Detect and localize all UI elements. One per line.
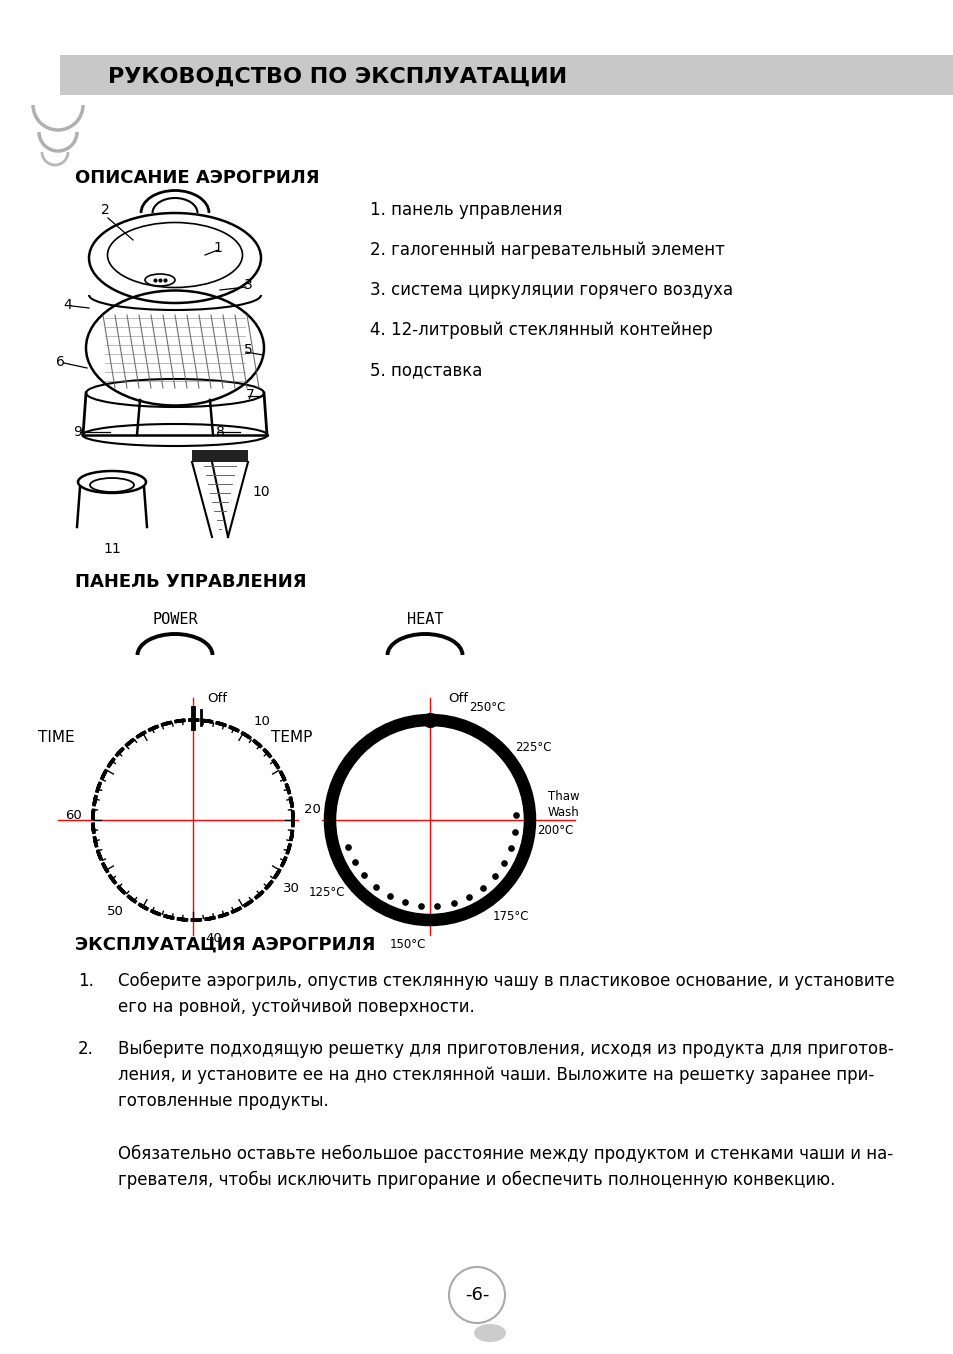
Text: 11: 11 <box>103 542 121 556</box>
Text: 200°C: 200°C <box>537 825 573 838</box>
Text: 125°C: 125°C <box>308 886 345 899</box>
Text: 1. панель управления: 1. панель управления <box>370 200 562 219</box>
Text: 4: 4 <box>64 298 72 311</box>
Text: Off: Off <box>207 692 227 704</box>
Text: 3: 3 <box>243 278 253 292</box>
Text: 9: 9 <box>73 425 82 439</box>
Text: 2.: 2. <box>78 1040 93 1057</box>
Text: 50: 50 <box>108 906 124 918</box>
Text: -6-: -6- <box>464 1286 489 1304</box>
Text: 175°C: 175°C <box>493 910 529 923</box>
Text: Выберите подходящую решетку для приготовления, исходя из продукта для приготов-
: Выберите подходящую решетку для приготов… <box>118 1040 893 1110</box>
Text: 20: 20 <box>304 803 320 816</box>
Text: 250°C: 250°C <box>469 701 505 714</box>
Text: TIME: TIME <box>38 731 75 746</box>
Text: HEAT: HEAT <box>406 612 443 627</box>
Text: 60: 60 <box>65 810 81 822</box>
Text: TEMP: TEMP <box>271 731 312 746</box>
Text: ЭКСПЛУАТАЦИЯ АЭРОГРИЛЯ: ЭКСПЛУАТАЦИЯ АЭРОГРИЛЯ <box>75 936 375 955</box>
Ellipse shape <box>474 1324 505 1342</box>
Text: 4. 12-литровый стеклянный контейнер: 4. 12-литровый стеклянный контейнер <box>370 321 712 338</box>
Text: 6: 6 <box>55 355 65 370</box>
Bar <box>192 450 248 462</box>
Text: Off: Off <box>448 692 468 704</box>
Text: Thaw
Wash: Thaw Wash <box>547 791 579 819</box>
Text: Соберите аэрогриль, опустив стеклянную чашу в пластиковое основание, и установит: Соберите аэрогриль, опустив стеклянную ч… <box>118 972 894 1016</box>
Text: 1.: 1. <box>78 972 93 990</box>
Text: ОПИСАНИЕ АЭРОГРИЛЯ: ОПИСАНИЕ АЭРОГРИЛЯ <box>75 169 319 187</box>
Text: 225°C: 225°C <box>515 741 551 754</box>
Text: 10: 10 <box>252 485 270 500</box>
Text: 1: 1 <box>213 241 222 255</box>
Text: 5: 5 <box>243 343 253 357</box>
Text: РУКОВОДСТВО ПО ЭКСПЛУАТАЦИИ: РУКОВОДСТВО ПО ЭКСПЛУАТАЦИИ <box>108 66 566 87</box>
Text: 7: 7 <box>245 389 254 402</box>
Text: 40: 40 <box>205 932 222 945</box>
Text: 30: 30 <box>282 883 299 895</box>
Bar <box>60 56 953 95</box>
Text: 8: 8 <box>215 425 224 439</box>
Text: 3. система циркуляции горячего воздуха: 3. система циркуляции горячего воздуха <box>370 282 732 299</box>
Text: 150°C: 150°C <box>390 937 426 951</box>
Text: 2. галогенный нагревательный элемент: 2. галогенный нагревательный элемент <box>370 241 724 259</box>
Text: 10: 10 <box>253 715 270 728</box>
Text: ПАНЕЛЬ УПРАВЛЕНИЯ: ПАНЕЛЬ УПРАВЛЕНИЯ <box>75 573 306 590</box>
Text: 2: 2 <box>100 203 110 217</box>
Text: POWER: POWER <box>152 612 197 627</box>
Text: Обязательно оставьте небольшое расстояние между продуктом и стенками чаши и на-
: Обязательно оставьте небольшое расстояни… <box>118 1145 892 1189</box>
Circle shape <box>449 1267 504 1323</box>
Text: 5. подставка: 5. подставка <box>370 362 482 379</box>
